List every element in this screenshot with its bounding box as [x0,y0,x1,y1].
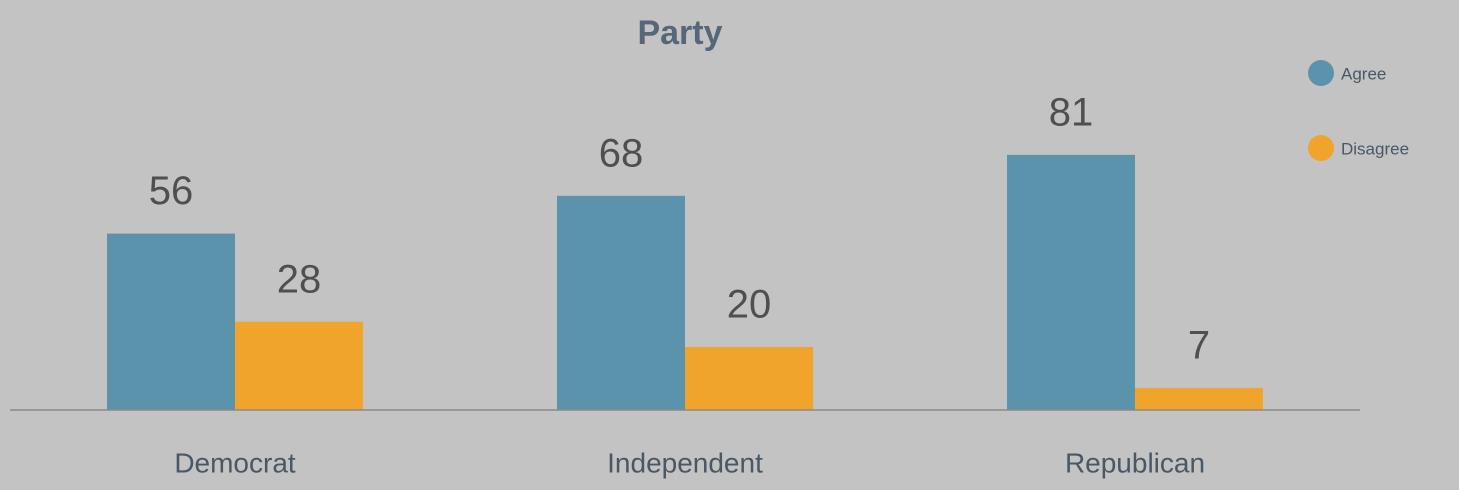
bar [557,195,685,410]
bar [1007,154,1135,410]
bar [685,347,813,410]
bar [235,321,363,410]
legend-marker [1308,135,1334,161]
bar [107,233,235,410]
legend-label: Agree [1341,64,1386,83]
value-label: 28 [277,257,322,301]
legend-label: Disagree [1341,139,1409,158]
value-label: 7 [1188,324,1210,368]
value-label: 68 [599,131,644,175]
x-tick-label: Republican [1065,447,1205,478]
bar [1135,387,1263,410]
x-tick-label: Democrat [174,447,296,478]
legend-marker [1308,60,1334,86]
value-label: 81 [1049,90,1094,134]
value-label: 20 [727,283,772,327]
x-tick-label: Independent [607,447,763,478]
chart-title: Party [637,14,722,52]
value-label: 56 [149,169,194,213]
